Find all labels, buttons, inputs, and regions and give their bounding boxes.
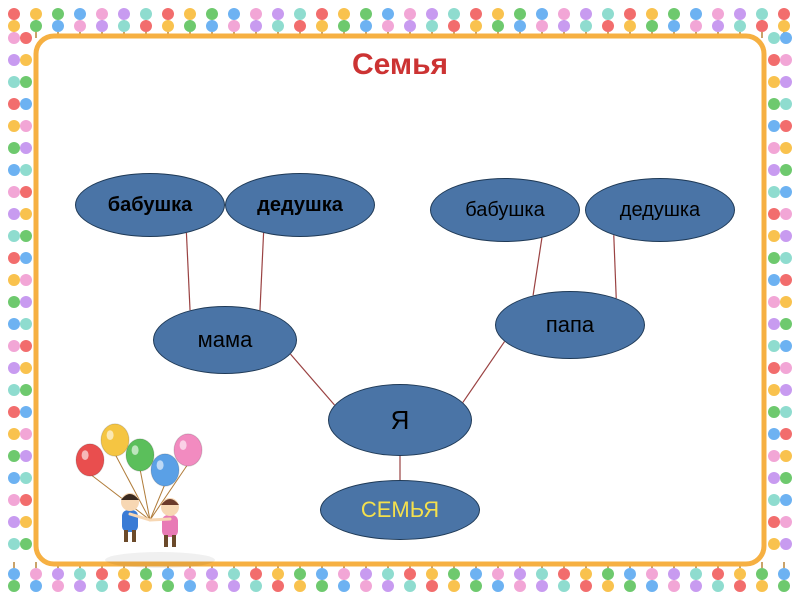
node-gm1: бабушка (75, 173, 225, 237)
node-label: бабушка (465, 199, 545, 222)
node-label: СЕМЬЯ (361, 497, 439, 523)
node-label: бабушка (108, 194, 193, 217)
node-label: Я (391, 405, 410, 436)
node-gf2: дедушка (585, 178, 735, 242)
node-label: папа (546, 312, 594, 338)
node-dad: папа (495, 291, 645, 359)
node-label: дедушка (620, 199, 700, 222)
page-title: Семья (0, 48, 800, 82)
node-mom: мама (153, 306, 297, 374)
stage: Семья бабушка дедушка бабушка дедушка мама па… (0, 0, 800, 600)
node-me: Я (328, 384, 472, 456)
node-family: СЕМЬЯ (320, 480, 480, 540)
node-label: мама (198, 327, 253, 353)
node-gm2: бабушка (430, 178, 580, 242)
node-label: дедушка (257, 194, 343, 217)
balloons-clipart (70, 420, 240, 580)
node-gf1: дедушка (225, 173, 375, 237)
